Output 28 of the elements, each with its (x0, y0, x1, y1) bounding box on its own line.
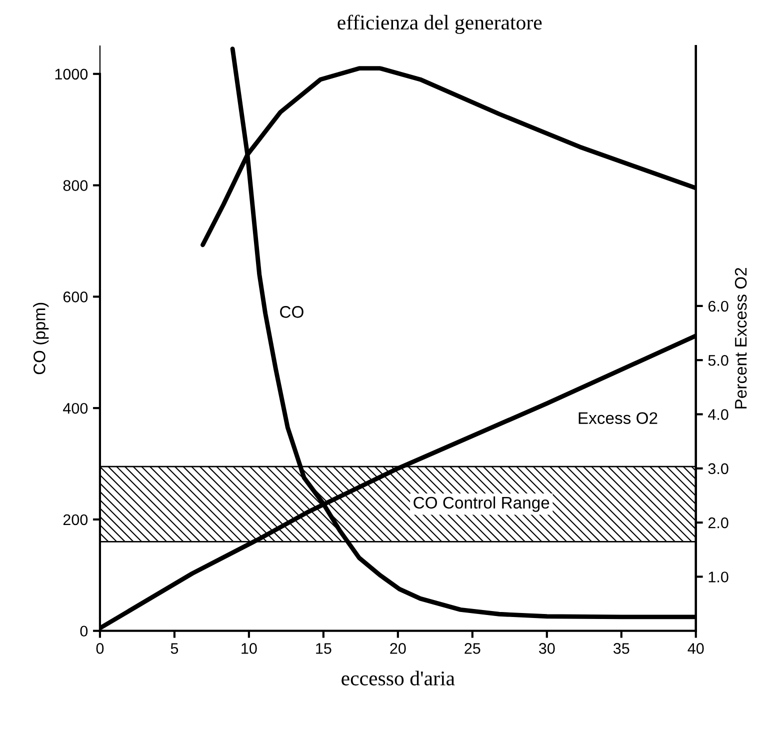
x-tick-label: 20 (390, 643, 406, 654)
band-label: CO Control Range (414, 496, 550, 512)
series-label: CO (280, 306, 304, 318)
y2-tick-label: 6.0 (708, 300, 728, 312)
x-axis-title: eccesso d'aria (342, 670, 455, 686)
y2-axis-title: Percent Excess O2 (734, 268, 747, 408)
x-tick-label: 35 (613, 643, 630, 654)
series-label: Excess O2 (578, 412, 658, 424)
x-tick-label: 10 (242, 643, 257, 654)
y-tick-label: 600 (63, 292, 88, 302)
y2-tick-label: 2.0 (708, 517, 728, 528)
y-tick-label: 200 (63, 514, 88, 526)
x-tick-label: 0 (96, 643, 104, 654)
y2-tick-label: 4.0 (708, 409, 728, 420)
y2-tick-label: 5.0 (708, 354, 728, 366)
x-tick-label: 5 (170, 643, 178, 654)
y2-tick-label: 3.0 (708, 463, 728, 474)
x-tick-label: 30 (538, 643, 555, 654)
y-axis-title: CO (ppm) (33, 302, 49, 374)
x-tick-label: 25 (464, 643, 480, 654)
y-tick-label: 1000 (55, 68, 88, 80)
chart-title: efficienza del generatore (338, 14, 542, 34)
y-tick-label: 800 (63, 180, 88, 191)
y-tick-label: 0 (80, 626, 88, 637)
x-tick-label: 15 (316, 643, 332, 654)
y2-tick-label: 1.0 (708, 572, 728, 582)
y-tick-label: 400 (63, 402, 88, 414)
x-tick-label: 40 (688, 643, 704, 654)
